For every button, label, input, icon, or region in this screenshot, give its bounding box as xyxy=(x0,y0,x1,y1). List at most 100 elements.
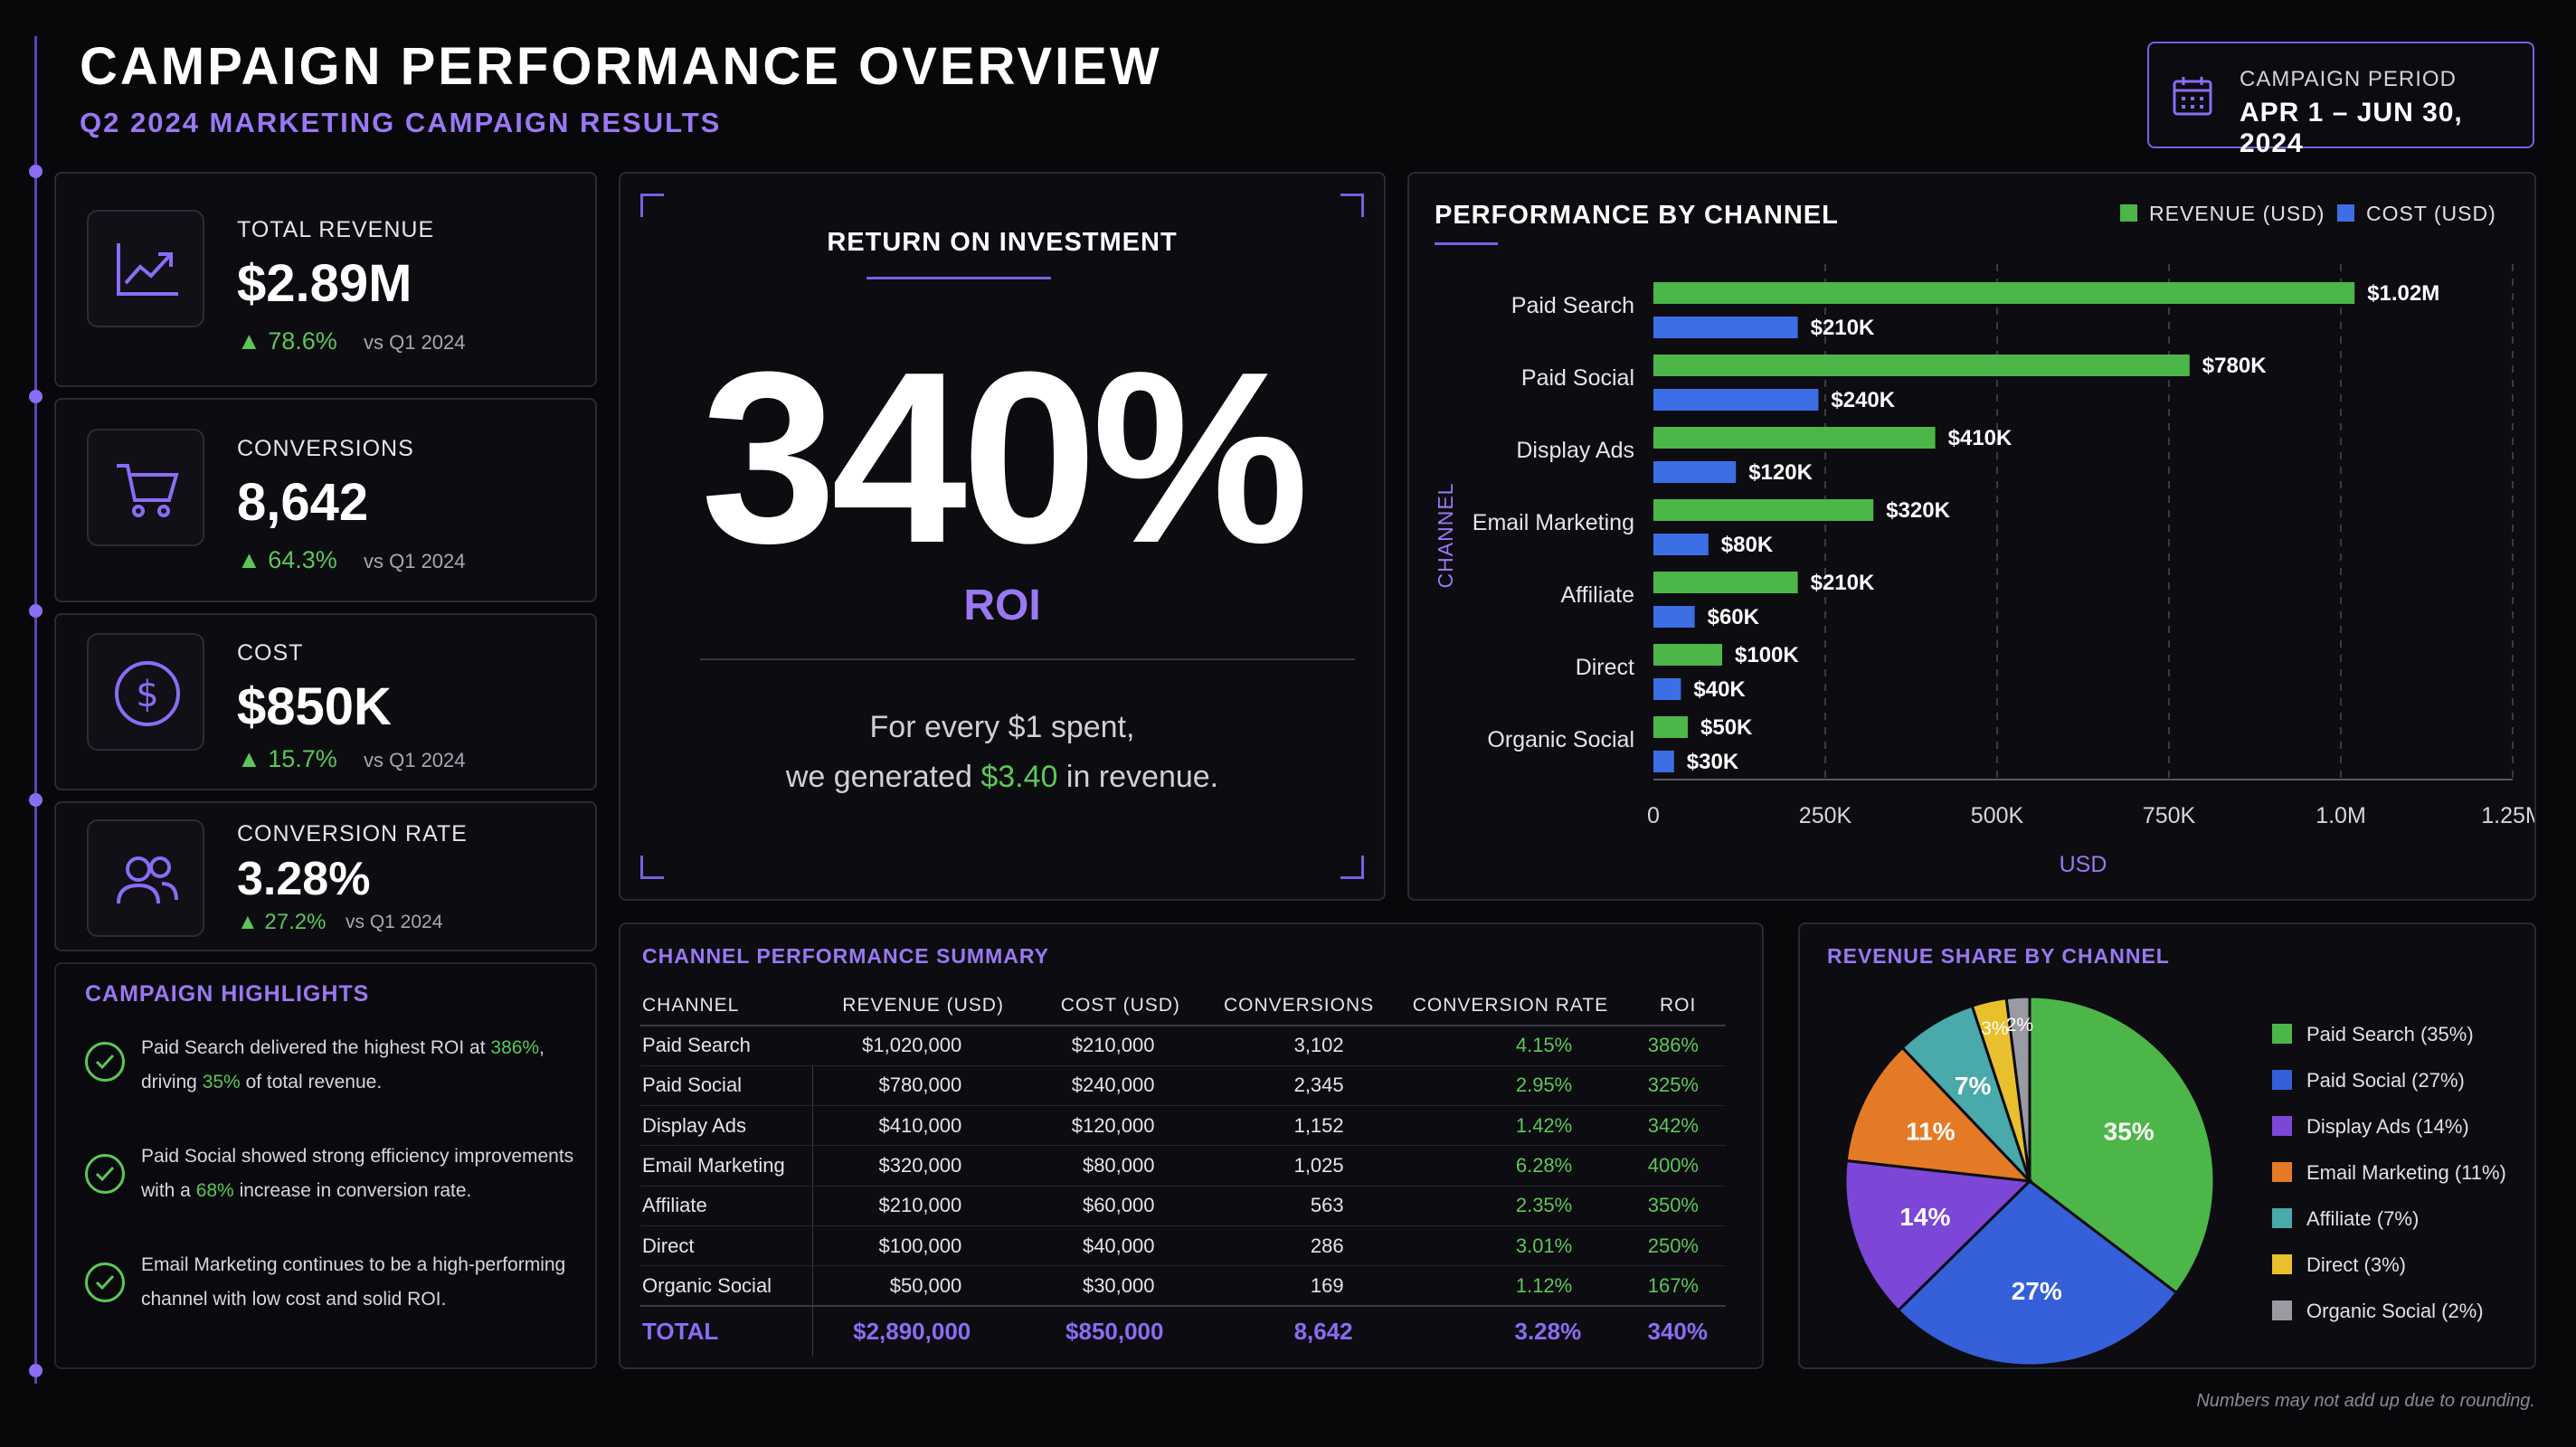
pie-legend-label: Affiliate (7%) xyxy=(2306,1207,2420,1230)
kpi-value: $2.89M xyxy=(237,254,412,313)
legend-label-cost: COST (USD) xyxy=(2366,202,2496,225)
category-label: Paid Social xyxy=(1521,365,1634,391)
pie-legend-swatch xyxy=(2272,1208,2292,1228)
cost-bar xyxy=(1653,751,1674,772)
check-circle-icon xyxy=(85,1042,125,1082)
x-tick-label: 0 xyxy=(1647,803,1660,828)
table-cell: 250% xyxy=(1630,1225,1726,1267)
cost-bar xyxy=(1653,317,1798,338)
bar-value-label: $240K xyxy=(1831,388,1895,412)
y-axis-label: CHANNEL xyxy=(1434,483,1457,589)
svg-text:$: $ xyxy=(136,674,158,715)
revenue-bar xyxy=(1653,572,1798,593)
kpi-icon-box: $ xyxy=(87,633,204,751)
bar-value-label: $1.02M xyxy=(2367,281,2439,306)
check-circle-icon xyxy=(85,1263,125,1302)
highlight-item: Paid Social showed strong efficiency imp… xyxy=(85,1146,592,1235)
roi-panel: RETURN ON INVESTMENT 340% ROI For every … xyxy=(619,172,1386,901)
table-cell: Email Marketing xyxy=(640,1145,813,1187)
x-tick-label: 250K xyxy=(1799,803,1852,828)
pie-legend-swatch xyxy=(2272,1116,2292,1136)
check-circle-icon xyxy=(85,1154,125,1194)
highlight-item: Paid Search delivered the highest ROI at… xyxy=(85,1036,592,1118)
roi-description: For every $1 spent, we generated $3.40 i… xyxy=(785,710,1219,794)
table-cell: Display Ads xyxy=(640,1105,813,1147)
pie-legend-label: Direct (3%) xyxy=(2306,1253,2407,1276)
column-header-conversions: CONVERSIONS xyxy=(1207,986,1391,1026)
bar-value-label: $60K xyxy=(1708,605,1760,629)
table-cell: 167% xyxy=(1630,1265,1726,1307)
kpi-label: TOTAL REVENUE xyxy=(237,217,435,242)
kpi-icon-box xyxy=(87,819,204,937)
table-cell: 386% xyxy=(1630,1026,1726,1066)
highlight-text: Email Marketing continues to be a high-p… xyxy=(141,1254,566,1310)
cost-bar xyxy=(1653,678,1681,700)
table-cell: 1,152 xyxy=(1207,1105,1391,1147)
table-cell: $100,000 xyxy=(812,1225,1035,1267)
table-cell: 1.12% xyxy=(1390,1265,1631,1307)
category-label: Paid Search xyxy=(1511,293,1634,318)
table-cell: $80,000 xyxy=(1034,1145,1208,1187)
bar-value-label: $100K xyxy=(1735,643,1799,667)
table-cell: $60,000 xyxy=(1034,1186,1208,1226)
table-cell: Paid Social xyxy=(640,1065,813,1107)
pie-legend-swatch xyxy=(2272,1024,2292,1044)
x-tick-label: 1.25M xyxy=(2481,803,2534,828)
x-tick-label: 1.0M xyxy=(2316,803,2366,828)
table-cell: 325% xyxy=(1630,1065,1726,1107)
pie-slice xyxy=(1896,1179,2179,1367)
table-total-cell: 3.28% xyxy=(1390,1305,1631,1357)
pie-slice-label: 3% xyxy=(1981,1018,2008,1039)
table-cell: 286 xyxy=(1207,1225,1391,1267)
column-header-channel: CHANNEL xyxy=(640,986,812,1026)
kpi-value: $850K xyxy=(237,677,392,736)
bar-chart: 0 250K 500K 750K 1.0M 1.25M USD CHANNEL Paid Sea… xyxy=(1434,264,2534,877)
kpi-icon-box xyxy=(87,429,204,546)
performance-by-channel-panel: PERFORMANCE BY CHANNEL REVENUE (USD) COS… xyxy=(1407,172,2536,901)
bar-value-label: $30K xyxy=(1687,750,1739,774)
revenue-bar xyxy=(1653,499,1874,521)
table-cell: 342% xyxy=(1630,1105,1726,1147)
legend-label-revenue: REVENUE (USD) xyxy=(2149,202,2325,225)
table-cell: 4.15% xyxy=(1390,1026,1631,1066)
roi-label: ROI xyxy=(963,582,1041,629)
legend-swatch-cost xyxy=(2337,204,2354,222)
kpi-card-cost: $ COST $850K ▲ 15.7% vs Q1 2024 xyxy=(54,613,597,790)
column-header-roi: ROI xyxy=(1630,986,1726,1026)
revenue-bar xyxy=(1653,427,1936,449)
cost-bar xyxy=(1653,534,1709,555)
category-label: Email Marketing xyxy=(1473,510,1634,535)
corner-bracket xyxy=(1340,856,1364,879)
kpi-vs: vs Q1 2024 xyxy=(364,749,466,771)
table-total-cell: $2,890,000 xyxy=(812,1305,1035,1357)
trend-up-icon xyxy=(117,243,178,296)
pie-chart: 35% 27% 14% 11% 7% 3%2% xyxy=(1843,995,2216,1367)
pie-legend-swatch xyxy=(2272,1300,2292,1320)
bar-value-label: $210K xyxy=(1811,316,1875,340)
pie-slice xyxy=(2028,995,2216,1295)
dollar-circle-icon: $ xyxy=(115,661,180,726)
campaign-period-box: CAMPAIGN PERIOD APR 1 – JUN 30, 2024 xyxy=(2147,42,2534,158)
pie-legend-label: Display Ads (14%) xyxy=(2306,1115,2469,1138)
table-total-row: TOTAL $2,890,000 $850,000 8,642 3.28% 340% xyxy=(640,1305,1726,1357)
roi-value: 340% xyxy=(700,322,1310,594)
kpi-card-conversions: CONVERSIONS 8,642 ▲ 64.3% vs Q1 2024 xyxy=(54,398,597,602)
bar-value-label: $50K xyxy=(1700,715,1753,740)
revenue-bar xyxy=(1653,716,1688,738)
footnote: Numbers may not add up due to rounding. xyxy=(2196,1391,2535,1411)
table-cell: Paid Search xyxy=(640,1026,812,1066)
table-total-cell: TOTAL xyxy=(640,1305,813,1357)
highlights-panel xyxy=(54,962,597,1369)
highlights-title: CAMPAIGN HIGHLIGHTS xyxy=(85,981,370,1007)
table-cell: 1.42% xyxy=(1390,1105,1631,1147)
table-row: Direct $100,000 $40,000 286 3.01% 250% xyxy=(640,1225,1726,1267)
bar-value-label: $410K xyxy=(1948,426,2012,450)
kpi-label: COST xyxy=(237,640,304,666)
table-row: Paid Social $780,000 $240,000 2,345 2.95% 325… xyxy=(640,1065,1726,1107)
table-cell: 400% xyxy=(1630,1145,1726,1187)
column-header-revenue: REVENUE (USD) xyxy=(812,986,1035,1026)
table-row: Email Marketing $320,000 $80,000 1,025 6.28%… xyxy=(640,1145,1726,1187)
table-cell: 169 xyxy=(1207,1265,1391,1307)
bar-value-label: $80K xyxy=(1721,533,1774,557)
column-header-cost: COST (USD) xyxy=(1034,986,1208,1026)
